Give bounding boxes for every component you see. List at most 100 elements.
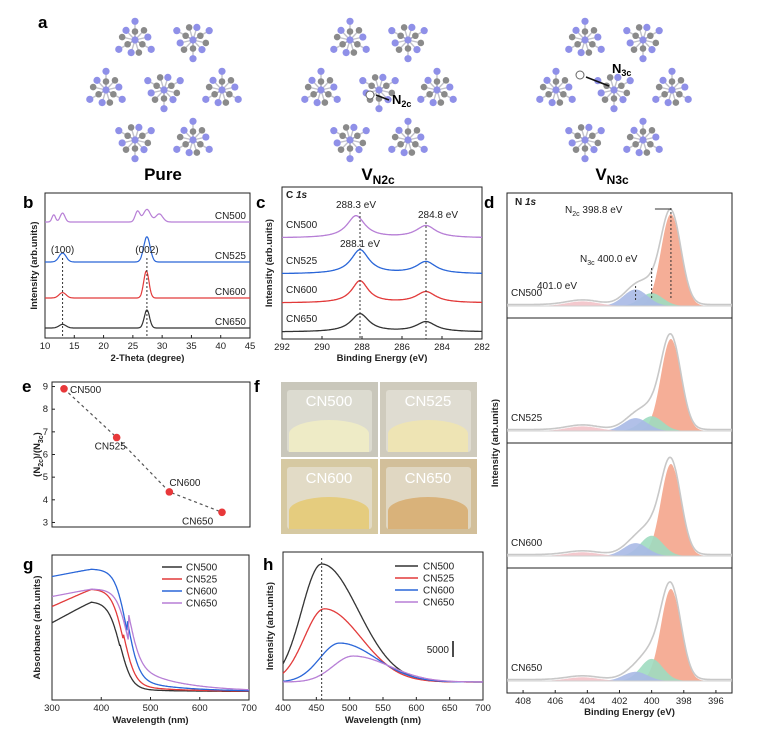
n1s-peak-annotation: N2c 398.8 eV xyxy=(565,205,623,218)
pure-nitrogen-atom xyxy=(185,148,193,157)
n1s-sample-label: CN500 xyxy=(511,288,543,299)
pure-nitrogen-atom xyxy=(169,96,177,104)
vn2c-nitrogen-atom xyxy=(413,46,421,54)
abs-series-line xyxy=(51,588,249,692)
pure-nitrogen-atom xyxy=(147,45,155,53)
xrd-series-line xyxy=(45,236,250,263)
xrd-series-label: CN500 xyxy=(215,211,247,222)
vn2c-nitrogen-atom xyxy=(330,45,338,53)
c1s-peak-annotation: 288.3 eV xyxy=(336,200,376,211)
vn2c-carbon-atom xyxy=(442,77,450,84)
vn3c-carbon-atom xyxy=(643,149,651,156)
pure-carbon-atom xyxy=(151,96,159,103)
vn2c-carbon-atom xyxy=(355,27,363,34)
vn3c-nitrogen-atom xyxy=(681,83,689,91)
xrd-series-label: CN600 xyxy=(215,287,247,298)
vn2c-nitrogen-atom xyxy=(420,145,428,153)
ratio-y-axis-title: (N2c)/(N3c) xyxy=(32,432,45,477)
c1s-x-tick-label: 292 xyxy=(274,342,290,353)
vn2c-carbon-atom xyxy=(417,39,425,47)
vn2c-nitrogen-atom xyxy=(337,26,345,34)
vn2c-nitrogen-atom xyxy=(417,95,425,103)
pure-carbon-atom xyxy=(168,82,175,90)
vn2c-nitrogen-atom xyxy=(404,36,412,44)
vn3c-nitrogen-atom xyxy=(639,55,647,63)
vn3c-nitrogen-atom xyxy=(581,155,589,163)
vn2c-carbon-atom xyxy=(426,90,433,98)
vn3c-carbon-atom xyxy=(560,90,567,98)
abs-x-tick-label: 400 xyxy=(93,703,109,714)
xrd-x-tick-label: 45 xyxy=(245,341,256,352)
vn3c-nitrogen-atom xyxy=(577,48,585,57)
pl-legend-label: CN500 xyxy=(423,562,455,573)
pure-structure-label: Pure xyxy=(144,165,182,184)
n-ratio-chart: 3 4 5 6 7 8 9 CN500 CN525 CN600 CN650 (N2c)/(N3c) xyxy=(32,381,251,528)
vn2c-nitrogen-atom xyxy=(388,27,396,35)
n1s-x-axis-title: Binding Energy (eV) xyxy=(584,707,675,718)
pure-carbon-atom xyxy=(202,39,210,47)
vn3c-nitrogen-atom xyxy=(668,67,676,75)
vn3c-carbon-atom xyxy=(652,39,660,47)
pure-carbon-atom xyxy=(189,128,197,135)
vn2c-carbon-atom xyxy=(400,24,408,31)
ratio-trend-line xyxy=(63,388,223,513)
panel-label-a: a xyxy=(38,13,48,32)
n1s-component-area xyxy=(507,418,732,431)
pure-carbon-atom xyxy=(118,33,126,41)
vn3c-nitrogen-atom xyxy=(581,17,589,25)
vn3c-structure-label: VN3c xyxy=(595,165,629,187)
vn2c-nitrogen-atom xyxy=(317,86,325,94)
abs-series-line xyxy=(51,588,249,691)
vn3c-carbon-atom xyxy=(585,49,593,56)
photo-label: CN500 xyxy=(306,393,353,410)
vn3c-carbon-atom xyxy=(635,24,643,31)
n1s-sample-label: CN600 xyxy=(511,538,543,549)
n1s-x-tick-label: 400 xyxy=(644,696,660,707)
vn2c-nitrogen-atom xyxy=(330,127,338,135)
pure-nitrogen-atom xyxy=(147,89,155,97)
pure-carbon-atom xyxy=(180,46,188,53)
pure-nitrogen-atom xyxy=(173,27,181,35)
c1s-series-line xyxy=(282,279,482,304)
pure-nitrogen-atom xyxy=(218,86,226,94)
vn3c-carbon-atom xyxy=(676,90,683,98)
pure-nitrogen-atom xyxy=(115,83,123,91)
xrd-x-tick-label: 10 xyxy=(40,341,51,352)
vn3c-carbon-atom xyxy=(561,77,569,84)
pure-nitrogen-atom xyxy=(122,26,130,34)
pure-carbon-atom xyxy=(193,149,201,156)
n1s-envelope-line xyxy=(507,456,732,556)
pure-nitrogen-atom xyxy=(135,123,143,132)
ratio-y-tick-label: 3 xyxy=(43,517,48,528)
xrd-peak-annotation: (002) xyxy=(135,245,158,256)
vn2c-structure-label: VN2c xyxy=(361,165,395,187)
vn2c-carbon-atom xyxy=(404,45,412,52)
vn3c-nitrogen-atom xyxy=(626,39,634,47)
pure-carbon-atom xyxy=(127,124,135,131)
vn3c-nitrogen-atom xyxy=(597,45,605,53)
n3c-vacancy-marker xyxy=(575,70,585,80)
pure-nitrogen-atom xyxy=(189,117,197,125)
vn3c-carbon-atom xyxy=(577,124,585,131)
pure-nitrogen-atom xyxy=(127,48,135,57)
vn2c-nitrogen-atom xyxy=(333,95,341,103)
c1s-x-tick-label: 288 xyxy=(354,342,370,353)
vn3c-nitrogen-atom xyxy=(639,117,647,125)
n1s-component-area xyxy=(507,464,732,556)
n1s-sample-label: CN525 xyxy=(511,413,543,424)
pl-legend-label: CN600 xyxy=(423,586,455,597)
vn2c-nitrogen-atom xyxy=(355,146,363,154)
vn2c-carbon-atom xyxy=(354,40,361,48)
vn3c-carbon-atom xyxy=(630,46,638,53)
n1s-envelope-line xyxy=(507,208,732,306)
ratio-point xyxy=(218,508,226,517)
vn2c-carbon-atom xyxy=(397,140,404,148)
vn3c-carbon-atom xyxy=(668,78,676,85)
pure-carbon-atom xyxy=(222,99,230,106)
pure-nitrogen-atom xyxy=(189,136,197,144)
abs-legend-label: CN600 xyxy=(186,587,218,598)
xrd-x-tick-label: 25 xyxy=(128,341,139,352)
abs-y-axis-title: Absorbance (arb.units) xyxy=(32,576,43,680)
panel-a-structures xyxy=(86,17,692,163)
pure-nitrogen-atom xyxy=(218,67,226,75)
